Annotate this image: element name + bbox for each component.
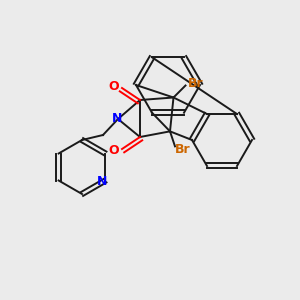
Text: N: N (112, 112, 122, 125)
Text: N: N (97, 175, 108, 188)
Text: Br: Br (175, 143, 190, 156)
Text: Br: Br (188, 77, 203, 90)
Text: O: O (109, 145, 119, 158)
Text: O: O (109, 80, 119, 92)
